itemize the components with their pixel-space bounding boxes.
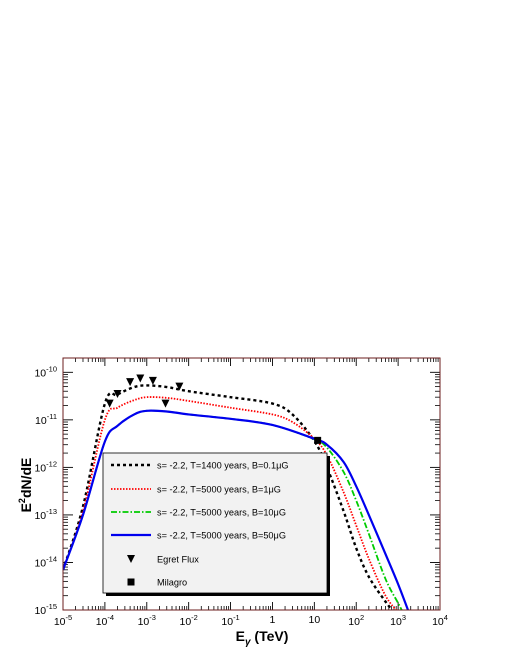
legend-box [102, 452, 328, 594]
x-tick-label: 10-4 [96, 613, 114, 628]
x-tick-label: 10-3 [138, 613, 156, 628]
y-tick-label: 10-11 [35, 412, 57, 427]
egret-point [136, 374, 145, 383]
legend-label-2: s= -2.2, T=5000 years, B=1μG [157, 485, 281, 495]
y-tick-label: 10-15 [34, 602, 57, 617]
legend-egret-symbol [127, 555, 135, 563]
y-tick-label: 10-10 [34, 364, 57, 379]
legend-label-egret: Egret Flux [157, 555, 199, 565]
legend-label-4: s= -2.2, T=5000 years, B=50μG [157, 531, 286, 541]
legend-label-1: s= -2.2, T=1400 years, B=0.1μG [157, 461, 289, 471]
egret-point [148, 376, 157, 385]
x-tick-label: 1 [270, 614, 276, 626]
data-markers [105, 374, 322, 444]
legend-milagro-symbol [127, 578, 135, 586]
y-axis-title: E2dN/dE [17, 458, 34, 513]
x-tick-label: 10-5 [54, 613, 72, 628]
egret-point [161, 399, 170, 408]
y-tick-label: 10-14 [34, 554, 57, 569]
x-tick-label: 103 [390, 613, 406, 628]
legend-label-milagro: Milagro [157, 578, 187, 588]
legend: s= -2.2, T=1400 years, B=0.1μG s= -2.2, T… [102, 452, 330, 596]
series-line-1 [63, 384, 394, 610]
x-tick-label: 10 [308, 614, 320, 626]
series-line-2 [63, 396, 398, 610]
axis-labels: 10-5 10-4 10-3 10-2 10-1 1 10 102 103 10410-1510-… [17, 364, 448, 648]
series-line-4 [63, 409, 410, 610]
y-tick-label: 10-12 [34, 459, 57, 474]
legend-label-3: s= -2.2, T=5000 years, B=10μG [157, 508, 286, 518]
x-tick-label: 104 [432, 613, 448, 628]
egret-point [175, 382, 184, 391]
x-tick-label: 10-1 [221, 613, 239, 628]
x-tick-label: 10-2 [179, 613, 197, 628]
egret-point [105, 399, 114, 408]
egret-point [126, 378, 135, 387]
plot-frame [62, 357, 441, 611]
egret-point [113, 389, 122, 398]
milagro-point [314, 436, 322, 444]
x-axis-title: Eγ (TeV) [236, 628, 289, 648]
y-tick-label: 10-13 [34, 507, 57, 522]
x-tick-label: 102 [348, 613, 364, 628]
curves [63, 384, 410, 610]
